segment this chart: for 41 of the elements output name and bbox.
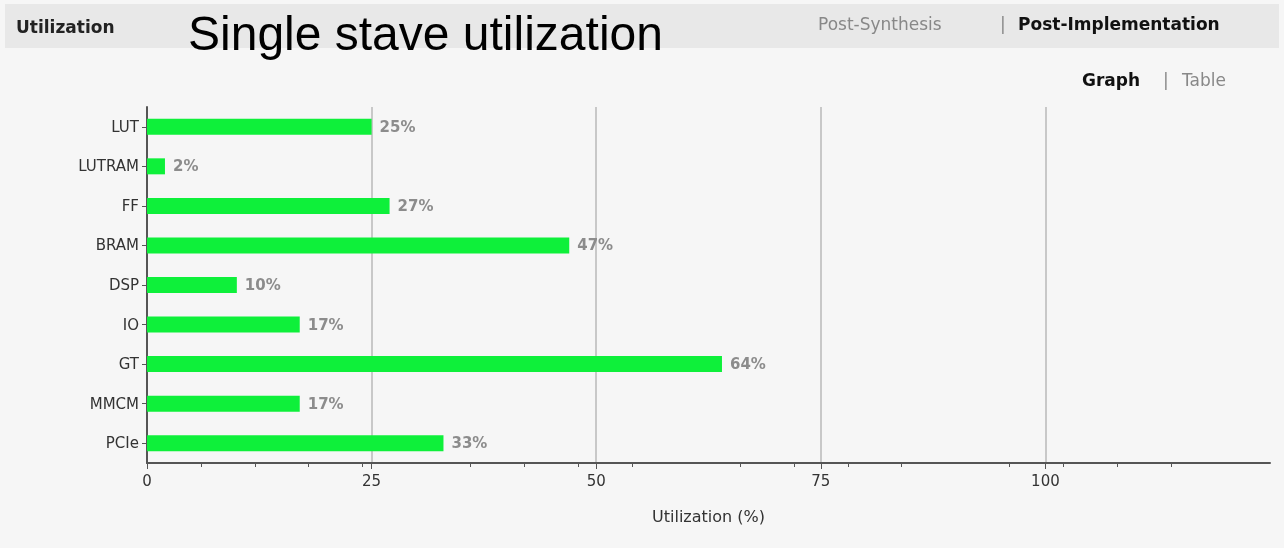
x-axis-title: Utilization (%) <box>652 506 765 526</box>
data-label: 17% <box>307 315 344 334</box>
x-tick-label: 100 <box>1031 471 1060 490</box>
bar <box>147 435 444 452</box>
y-tick-label: GT <box>118 355 140 374</box>
y-tick-label: LUT <box>111 117 140 136</box>
data-label: 2% <box>172 157 199 176</box>
bar <box>147 237 570 254</box>
bar <box>147 277 237 293</box>
y-tick-label: BRAM <box>95 236 139 255</box>
data-label: 10% <box>244 276 281 294</box>
y-tick-label: DSP <box>108 276 139 294</box>
text: | <box>1000 13 1006 34</box>
data-label: 33% <box>451 434 488 453</box>
bar <box>147 197 390 214</box>
data-label: 64% <box>729 355 766 374</box>
y-tick-label: FF <box>121 196 139 215</box>
bar <box>147 118 372 135</box>
y-tick-label: PCIe <box>105 434 139 453</box>
data-label: 17% <box>307 394 344 413</box>
text: Utilization <box>16 16 115 37</box>
x-tick-label: 25 <box>362 471 382 490</box>
text: Post-Synthesis <box>818 13 942 34</box>
text: Post-Implementation <box>1018 13 1220 34</box>
bar <box>147 316 300 333</box>
text: Graph <box>1082 69 1141 90</box>
x-tick-label: 50 <box>586 471 606 490</box>
y-tick-label: LUTRAM <box>78 157 139 176</box>
text: | <box>1163 69 1169 90</box>
text: Table <box>1181 69 1226 90</box>
y-tick-label: IO <box>122 315 139 334</box>
data-label: 27% <box>397 196 434 215</box>
data-label: 47% <box>577 236 614 255</box>
data-label: 25% <box>379 117 416 136</box>
bar <box>147 356 722 373</box>
x-tick-label: 0 <box>142 471 152 490</box>
y-tick-label: MMCM <box>89 394 139 413</box>
bar <box>147 158 165 175</box>
x-tick-label: 75 <box>811 471 831 490</box>
bar <box>147 395 300 412</box>
chart-title: Single stave utilization <box>188 6 663 60</box>
